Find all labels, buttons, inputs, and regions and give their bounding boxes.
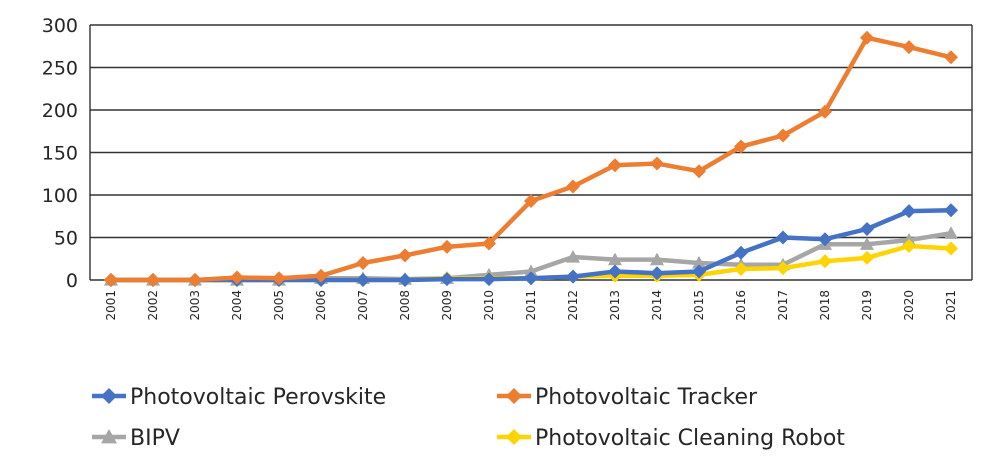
y-tick-label: 200 <box>42 100 78 122</box>
legend-label: Photovoltaic Cleaning Robot <box>535 426 845 451</box>
data-point <box>482 236 496 251</box>
y-axis-ticks: 0 50 100 150 200 250 300 <box>42 15 78 292</box>
x-tick-label: 2011 <box>524 290 538 321</box>
x-tick-label: 2021 <box>944 290 958 321</box>
y-tick-label: 0 <box>66 270 78 292</box>
legend-item-photovoltaic-tracker: Photovoltaic Tracker <box>497 385 758 410</box>
data-point <box>566 179 580 194</box>
legend-item-photovoltaic-perovskite: Photovoltaic Perovskite <box>92 385 386 410</box>
y-tick-label: 100 <box>42 185 78 207</box>
data-point <box>356 273 370 287</box>
data-point <box>314 268 328 283</box>
data-point <box>860 222 874 236</box>
x-tick-label: 2008 <box>398 290 412 321</box>
data-point <box>608 252 622 266</box>
data-point <box>734 245 748 260</box>
data-point <box>398 273 412 287</box>
data-point <box>524 271 538 286</box>
data-point <box>944 226 958 239</box>
data-point <box>440 239 454 254</box>
data-point <box>692 256 706 269</box>
y-tick-label: 150 <box>42 143 78 165</box>
data-point <box>440 272 454 287</box>
x-tick-label: 2017 <box>776 290 790 321</box>
data-point <box>818 254 832 269</box>
series-lines <box>104 30 958 287</box>
data-point <box>902 40 916 55</box>
x-tick-label: 2002 <box>146 290 160 321</box>
data-point <box>860 250 874 265</box>
legend-item-photovoltaic-cleaning-robot: Photovoltaic Cleaning Robot <box>497 426 845 451</box>
data-point <box>944 50 958 65</box>
data-point <box>566 269 580 284</box>
legend-swatch-marker <box>506 388 522 404</box>
gridlines <box>89 24 973 281</box>
data-point <box>902 239 916 253</box>
x-axis-ticks: 2001 2002 2003 2004 2005 2006 2007 2008 2009 2010… <box>104 290 958 321</box>
y-tick-label: 250 <box>42 58 78 80</box>
data-point <box>272 271 286 286</box>
data-point <box>608 158 622 173</box>
y-tick-label: 300 <box>42 15 78 37</box>
series-photovoltaic-tracker <box>104 30 958 287</box>
data-point <box>188 273 202 287</box>
data-point <box>776 230 790 245</box>
data-point <box>356 256 370 270</box>
x-tick-label: 2012 <box>566 290 580 321</box>
data-point <box>146 273 160 287</box>
legend-label: BIPV <box>130 426 180 451</box>
legend-item-bipv: BIPV <box>92 426 180 451</box>
data-point <box>776 261 790 276</box>
data-point <box>902 204 916 219</box>
data-point <box>692 164 706 179</box>
x-tick-label: 2003 <box>188 290 202 321</box>
x-tick-label: 2001 <box>104 290 118 321</box>
data-point <box>944 203 958 218</box>
data-point <box>650 266 664 281</box>
x-tick-label: 2013 <box>608 290 622 321</box>
x-tick-label: 2007 <box>356 290 370 321</box>
x-tick-label: 2018 <box>818 290 832 321</box>
data-point <box>230 270 244 285</box>
data-point <box>482 272 496 287</box>
x-tick-label: 2015 <box>692 290 706 321</box>
legend-swatch-marker <box>506 429 522 445</box>
data-point <box>608 264 622 279</box>
data-point <box>104 273 118 287</box>
data-point <box>860 237 874 250</box>
data-point <box>692 264 706 279</box>
x-tick-label: 2019 <box>860 290 874 321</box>
data-point <box>818 104 832 119</box>
data-point <box>734 139 748 154</box>
legend-label: Photovoltaic Perovskite <box>130 385 386 410</box>
data-point <box>524 193 538 208</box>
data-point <box>734 261 748 276</box>
x-tick-label: 2004 <box>230 290 244 321</box>
y-tick-label: 50 <box>54 228 78 250</box>
x-tick-label: 2005 <box>272 290 286 321</box>
x-tick-label: 2009 <box>440 290 454 321</box>
x-tick-label: 2014 <box>650 290 664 321</box>
data-point <box>650 156 664 171</box>
legend: Photovoltaic Perovskite Photovoltaic Trac… <box>92 385 845 451</box>
data-point <box>818 232 832 247</box>
legend-swatch-marker <box>101 429 117 444</box>
x-tick-label: 2016 <box>734 290 748 321</box>
data-point <box>944 241 958 256</box>
data-point <box>566 250 580 263</box>
data-point <box>398 248 412 263</box>
legend-label: Photovoltaic Tracker <box>535 385 758 410</box>
x-tick-label: 2020 <box>902 290 916 321</box>
legend-swatch-marker <box>101 388 117 404</box>
x-tick-label: 2010 <box>482 290 496 321</box>
x-tick-label: 2006 <box>314 290 328 321</box>
data-point <box>650 252 664 266</box>
data-point <box>860 30 874 45</box>
data-point <box>524 264 538 278</box>
data-point <box>776 128 790 143</box>
